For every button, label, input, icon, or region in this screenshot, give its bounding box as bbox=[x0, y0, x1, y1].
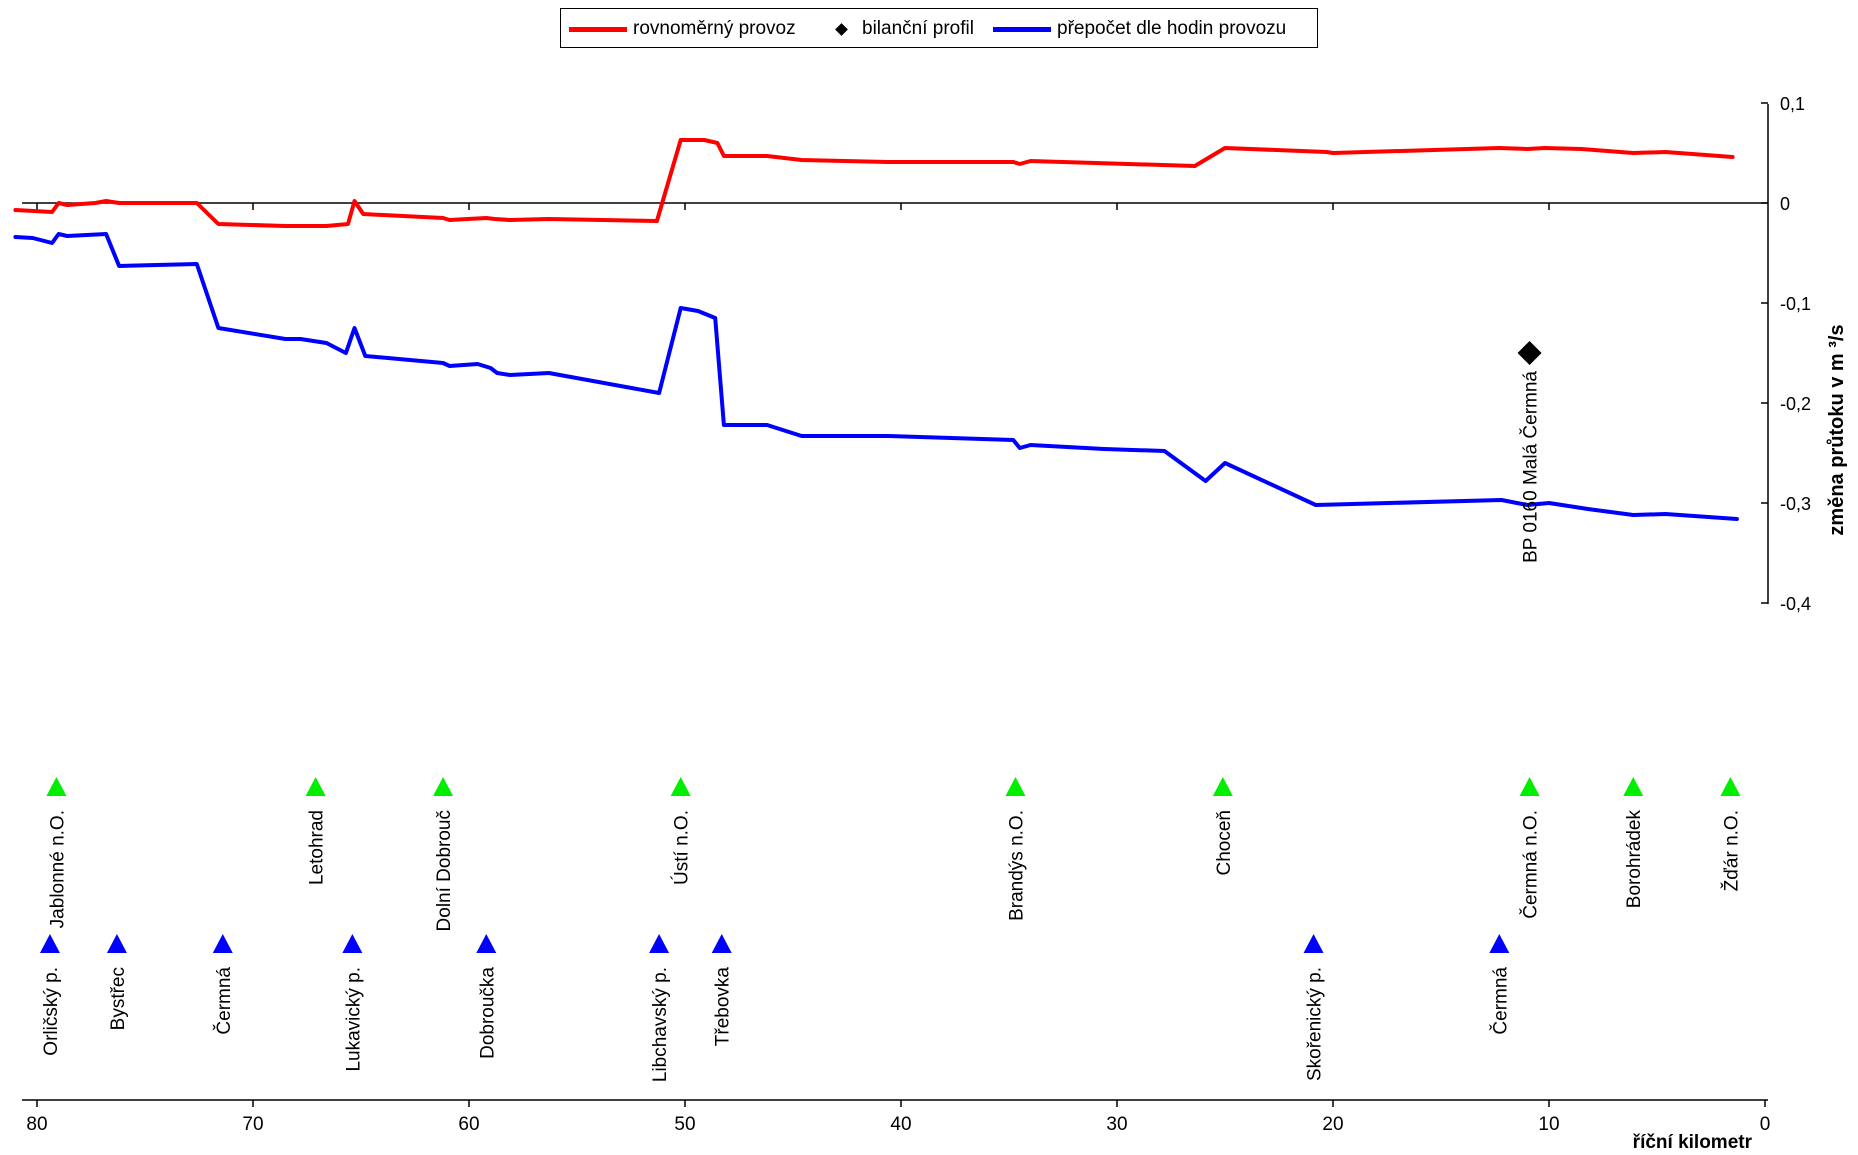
series-line-uniform bbox=[13, 138, 1735, 228]
x-tick-label: 30 bbox=[1106, 1114, 1127, 1135]
y-tick-label: -0,1 bbox=[1780, 294, 1811, 314]
tributary-marker bbox=[1303, 934, 1324, 953]
legend-item-balance: bilanční profil bbox=[823, 9, 974, 49]
settlement-marker bbox=[670, 777, 691, 796]
tributary-label: Libchavský p. bbox=[650, 967, 671, 1082]
tributary-label: Čermná bbox=[213, 967, 235, 1035]
tributary-label: Skořenický p. bbox=[1305, 967, 1326, 1081]
x-tick-label: 40 bbox=[890, 1114, 911, 1135]
tributary-label: Bystřec bbox=[108, 967, 129, 1030]
river-markers: Jablonné n.O. Letohrad Dolní Dobrouč Ústí n… bbox=[39, 777, 1742, 1082]
settlement-marker bbox=[305, 777, 326, 796]
legend-blue-line-icon bbox=[993, 26, 1051, 32]
legend-label: bilanční profil bbox=[862, 18, 974, 39]
x-tick-label: 20 bbox=[1322, 1114, 1343, 1135]
legend-red-line-icon bbox=[569, 26, 627, 32]
settlement-marker bbox=[1005, 777, 1026, 796]
settlement-marker bbox=[1519, 777, 1540, 796]
tributary-marker bbox=[39, 934, 60, 953]
tributary-marker bbox=[711, 934, 732, 953]
tributary-label: Čermná bbox=[1489, 967, 1511, 1035]
x-tick-label: 50 bbox=[674, 1114, 695, 1135]
x-tick-label: 60 bbox=[458, 1114, 479, 1135]
settlement-label: Choceň bbox=[1214, 810, 1235, 876]
y-tick-label: -0,4 bbox=[1780, 594, 1811, 614]
tributary-marker bbox=[212, 934, 233, 953]
legend-label: přepočet dle hodin provozu bbox=[1057, 18, 1287, 39]
settlement-marker bbox=[1623, 777, 1644, 796]
settlement-label: Dolní Dobrouč bbox=[434, 810, 455, 931]
x-tick-label: 10 bbox=[1538, 1114, 1559, 1135]
legend: rovnoměrný provoz bilanční profil přepoč… bbox=[560, 8, 1318, 48]
tributary-marker bbox=[342, 934, 363, 953]
legend-diamond-icon bbox=[835, 22, 848, 36]
x-tick-label: 70 bbox=[242, 1114, 263, 1135]
tributary-label: Dobroučka bbox=[477, 967, 498, 1059]
y-tick-label: -0,2 bbox=[1780, 394, 1811, 414]
settlement-label: Borohrádek bbox=[1624, 810, 1645, 909]
settlement-label: Žďár n.O. bbox=[1720, 810, 1742, 891]
tributary-marker bbox=[476, 934, 497, 953]
tributary-marker bbox=[106, 934, 127, 953]
legend-item-hours: přepočet dle hodin provozu bbox=[993, 9, 1286, 49]
settlement-marker bbox=[46, 777, 67, 796]
balance-profile-label: BP 0160 Malá Čermná bbox=[1520, 371, 1542, 563]
tributary-label: Lukavický p. bbox=[343, 967, 364, 1072]
settlement-marker bbox=[433, 777, 454, 796]
legend-item-uniform: rovnoměrný provoz bbox=[569, 9, 796, 49]
settlement-label: Brandýs n.O. bbox=[1006, 810, 1027, 921]
tributary-label: Orličský p. bbox=[41, 967, 62, 1056]
settlement-marker bbox=[1720, 777, 1741, 796]
settlement-label: Letohrad bbox=[307, 810, 328, 885]
tributary-marker bbox=[1489, 934, 1510, 953]
y-tick-label: 0 bbox=[1780, 194, 1790, 214]
balance-profile-points: BP 0160 Malá Čermná bbox=[1517, 341, 1542, 563]
x-axis-title: říční kilometr bbox=[1633, 1132, 1753, 1153]
legend-label: rovnoměrný provoz bbox=[633, 18, 796, 39]
y-axis-title: změna průtoku v m ³/s bbox=[1826, 324, 1848, 535]
series-lines bbox=[13, 138, 1739, 521]
settlement-label: Čermná n.O. bbox=[1520, 810, 1542, 919]
settlement-marker bbox=[1212, 777, 1233, 796]
y-tick-label: -0,3 bbox=[1780, 494, 1811, 514]
y-tick-label: 0,1 bbox=[1780, 94, 1805, 114]
series-line-hours bbox=[13, 232, 1739, 521]
settlement-label: Jablonné n.O. bbox=[47, 810, 68, 928]
tributary-marker bbox=[649, 934, 670, 953]
x-tick-label: 80 bbox=[26, 1114, 47, 1135]
tributary-label: Třebovka bbox=[713, 967, 734, 1047]
settlement-label: Ústí n.O. bbox=[671, 810, 693, 885]
balance-profile-diamond bbox=[1517, 341, 1542, 365]
x-tick-label: 0 bbox=[1760, 1114, 1771, 1135]
axes: 0,1 0 -0,1 -0,2 -0,3 -0,4 80 70 60 50 40 30 20 10 0 bbox=[22, 94, 1811, 1135]
